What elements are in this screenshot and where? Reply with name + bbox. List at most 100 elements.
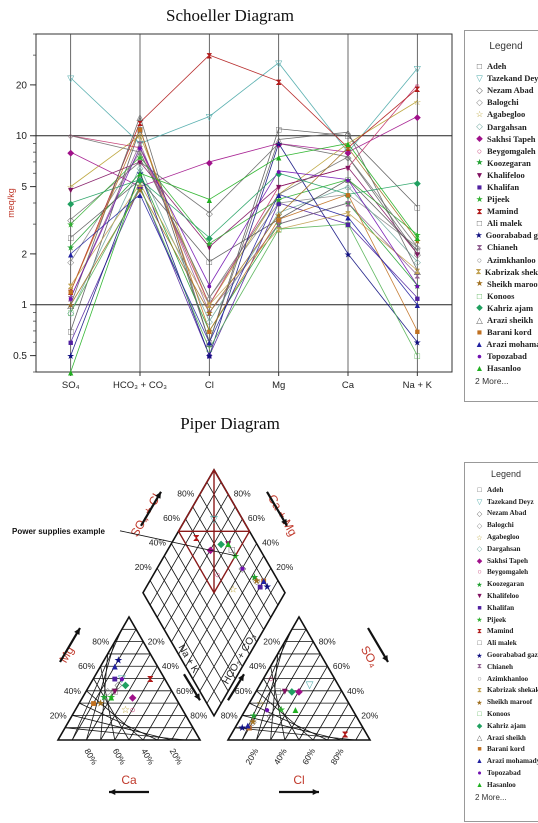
data-point-dargahsan: ◇ [67, 308, 74, 318]
cation-triangle-grid-line [79, 702, 158, 741]
diamond-point-pijeek: ★ [231, 551, 240, 562]
anion-point-goorababad-gazagi: ★ [238, 723, 247, 734]
data-point-arazi-mohamadyar: ▲ [274, 190, 283, 200]
legend-label: Pijeek [487, 615, 507, 624]
data-point-topozabad: ● [345, 175, 350, 185]
data-point-nezam-abad: ◇ [67, 215, 74, 225]
data-point-adeh: □ [68, 326, 74, 336]
mg-tick-label: 80% [92, 637, 109, 647]
diamond-tick-label: 40% [262, 538, 279, 548]
data-point-goorababad-gazagi: ★ [205, 351, 213, 361]
legend-item-ali-malek: □ Ali malek [465, 637, 538, 649]
legend-item-adeh: □ Adeh [465, 484, 538, 496]
legend-label: Khalifan [487, 603, 515, 612]
legend-item-kabrizak-shekak: ⧗ Kabrizak shekak [465, 685, 538, 697]
legend-label: Nezam Abad [487, 85, 534, 96]
mg-axis-label: Mg [56, 644, 76, 665]
annotation-leader [119, 530, 237, 557]
legend-item-barani-kord: ■ Barani kord [465, 744, 538, 756]
data-point-hasanloo: ▲ [413, 233, 422, 243]
data-point-adeh: □ [276, 124, 282, 134]
legend-marker-icon: □ [476, 218, 483, 229]
legend-label: Kabrizak shekak [487, 686, 538, 695]
legend-title: Legend [490, 469, 522, 479]
legend-more-link[interactable]: 2 More... [475, 376, 509, 387]
data-point-agabegloo: ☆ [275, 190, 283, 200]
data-point-sheikh-maroof: ★ [275, 210, 283, 220]
anion-point-barani-kord: ■ [246, 723, 252, 734]
ca-mg-arrow-head [281, 518, 287, 526]
legend-more-link[interactable]: 2 More... [475, 792, 507, 802]
data-point-topozabad: ● [207, 281, 212, 291]
data-point-sheikh-maroof: ★ [136, 185, 144, 195]
series-line-konoos [70, 185, 418, 356]
legend-item-beygomgaleh: ○ Beygomgaleh [465, 567, 538, 579]
legend-marker-icon: ⧗ [475, 266, 482, 277]
anion-point-tazekand-deyz: ▽ [306, 680, 314, 691]
legend-item-tazekand-deyz: ▽ Tazekand Deyz [465, 496, 538, 508]
data-point-topozabad: ● [415, 281, 420, 291]
data-point-beygomgaleh: ○ [68, 131, 73, 141]
legend-label: Adeh [487, 485, 504, 494]
anion-triangle-grid-line [355, 727, 364, 741]
series-line-mamind [70, 54, 418, 292]
anion-triangle-grid-line [270, 653, 321, 741]
x-tick-label: Ca [342, 380, 355, 391]
data-point-khalifan: ■ [207, 351, 212, 361]
na-k-tick-label: 80% [190, 710, 207, 720]
series-line-adeh [70, 127, 418, 344]
legend-title: Legend [489, 41, 523, 52]
cl-tick-label: 80% [328, 746, 345, 766]
cl-tick-label: 20% [243, 746, 260, 766]
data-point-chianeh: ⧗ [276, 220, 282, 230]
legend-item-sheikh-maroof: ★ Sheikh maroof [465, 696, 538, 708]
legend-item-arazi-sheikh: △ Arazi sheikh [465, 732, 538, 744]
legend-label: Topozabad [487, 769, 521, 778]
cl-tick-label: 60% [300, 746, 317, 766]
legend-items: □ Adeh ▽ Tazekand Deyz ◇ Nezam Abad ◇ Balogchi ☆… [465, 484, 538, 791]
legend-item-goorababad-gazagi: ★Goorababad gazagi [465, 649, 538, 661]
legend-label: Ali malek [487, 218, 523, 229]
x-tick-label: Mg [272, 380, 285, 391]
data-point-balogchi: ◇ [414, 242, 421, 252]
legend-label: Konoos [487, 290, 515, 301]
data-point-azimkhanloo: ○ [137, 148, 142, 158]
y-tick-label: 1 [21, 300, 27, 311]
legend-marker-icon: ▲ [475, 757, 484, 766]
y-tick-label: 20 [16, 80, 28, 91]
so4-tick-label: 40% [347, 686, 364, 696]
y-tick-label: 10 [16, 131, 28, 142]
series-line-sakhsi-tapeh [70, 116, 418, 188]
data-point-khalifan: ■ [276, 199, 281, 209]
data-point-kabrizak-shekak: ⧗ [345, 208, 351, 218]
legend-marker-icon: ▽ [476, 72, 483, 83]
plot-area [35, 33, 453, 373]
cation-triangle-grid-line [93, 678, 130, 741]
legend-item-nezam-abad: ◇ Nezam Abad [465, 84, 538, 96]
legend-item-mamind: ⧗ Mamind [465, 205, 538, 217]
legend-item-dargahsan: ◇ Dargahsan [465, 120, 538, 132]
data-point-chianeh: ⧗ [206, 308, 212, 318]
legend-label: Topozabad [487, 351, 527, 362]
legend-marker-icon: ★ [476, 616, 483, 625]
legend-marker-icon: ● [477, 769, 482, 778]
data-point-kahriz-ajam: ◆ [414, 178, 421, 188]
legend-label: Khalifan [487, 181, 520, 192]
legend-label: Goorababad gazagi [485, 230, 538, 241]
mg-tick-label: 20% [50, 710, 67, 720]
legend-label: Tazekand Deyz [487, 497, 534, 506]
data-point-kabrizak-shekak: ⧗ [414, 266, 420, 276]
data-point-arazi-mohamadyar: ▲ [66, 249, 75, 259]
diamond-point-beygomgaleh: ○ [215, 570, 221, 581]
series-line-goorababad-gazagi [70, 142, 418, 357]
y-axis-label: meq/kg [6, 188, 16, 218]
legend-marker-icon: ■ [476, 327, 483, 338]
cation-triangle-grid-line [142, 690, 172, 741]
legend-item-kahriz-ajam: ◆ Kahriz ajam [465, 302, 538, 314]
data-point-sakhsi-tapeh: ◆ [137, 182, 144, 192]
na-k-tick-label: 40% [162, 661, 179, 671]
diamond-tick-label: 60% [248, 513, 265, 523]
so4-arrow [367, 627, 389, 663]
series-line-khalifan [70, 185, 418, 357]
legend-item-konoos: □ Konoos [465, 290, 538, 302]
